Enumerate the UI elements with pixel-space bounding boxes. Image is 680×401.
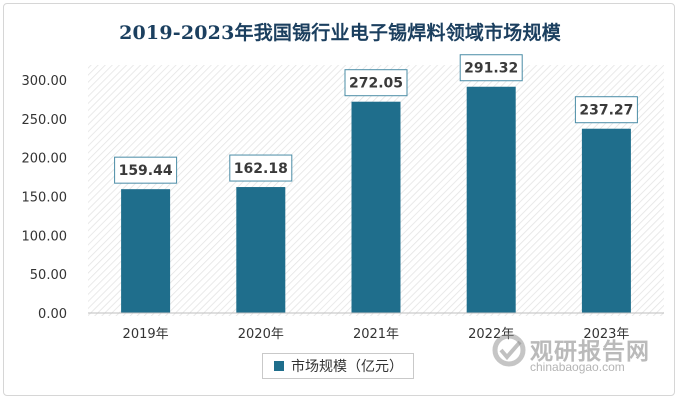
watermark-text-cn: 观研报告网: [530, 339, 650, 365]
data-label: 237.27: [579, 103, 633, 119]
bar: [581, 128, 631, 313]
chart-title: 2019-2023年我国锡行业电子锡焊料领域市场规模: [119, 22, 561, 44]
data-label: 162.18: [234, 161, 288, 177]
y-tick-label: 300.00: [22, 74, 68, 89]
x-tick-label: 2021年: [353, 327, 399, 342]
watermark-text-en: chinabaogao.com: [530, 360, 625, 374]
y-tick-label: 200.00: [22, 152, 68, 167]
data-label-box: [229, 154, 293, 182]
data-label-box: [459, 54, 523, 82]
data-label: 159.44: [119, 163, 173, 179]
y-tick-label: 0.00: [38, 307, 67, 322]
y-tick-label: 150.00: [22, 191, 68, 206]
chinabaogao-logo-icon: [492, 333, 526, 367]
bar: [466, 86, 516, 313]
data-label: 272.05: [349, 76, 403, 92]
data-label-box: [114, 156, 178, 184]
x-tick-label: 2023年: [583, 327, 629, 342]
bar: [351, 101, 401, 314]
y-tick-label: 250.00: [22, 113, 68, 128]
y-tick-label: 100.00: [22, 229, 68, 244]
legend-label: 市场规模（亿元）: [291, 359, 403, 375]
y-tick-label: 50.00: [30, 268, 67, 283]
data-label: 291.32: [464, 61, 518, 77]
x-tick-label: 2019年: [123, 327, 169, 342]
legend: 市场规模（亿元）: [262, 353, 414, 379]
bar: [236, 187, 286, 313]
data-label-box: [574, 96, 638, 124]
legend-swatch: [274, 361, 284, 371]
data-label-box: [344, 69, 408, 97]
watermark: 观研报告网 chinabaogao.com: [490, 330, 670, 380]
x-tick-label: 2020年: [238, 327, 284, 342]
bar: [121, 189, 171, 313]
